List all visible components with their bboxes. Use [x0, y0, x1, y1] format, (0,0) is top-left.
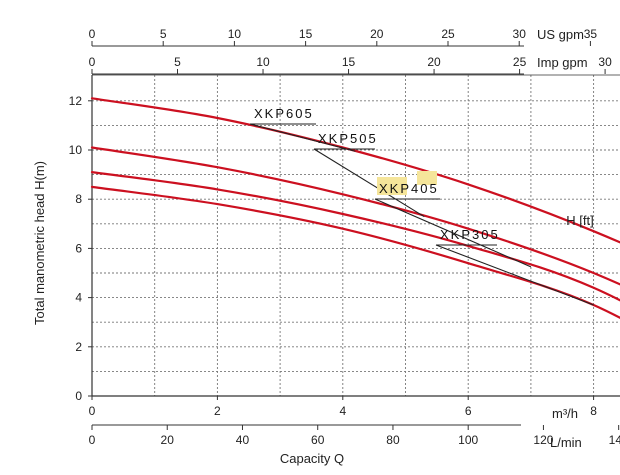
- callout-leader: [374, 198, 532, 268]
- y-tick-label: 0: [75, 389, 82, 403]
- curve-xkp605: [90, 97, 620, 244]
- series-label-xkp405: XKP405: [379, 181, 439, 196]
- y-tick-label: 12: [69, 94, 83, 108]
- x-tick-label: 2: [214, 404, 221, 418]
- x-tick-label: 6: [465, 404, 472, 418]
- y-axis-title-right: H [ft]: [566, 213, 593, 228]
- usgpm-tick-label: 20: [370, 27, 384, 41]
- curve-xkp505: [90, 146, 620, 286]
- curve-xkp405: [90, 171, 620, 302]
- series-callouts: XKP605 XKP505 XKP405 XKP305: [249, 106, 594, 306]
- y-tick-label: 6: [75, 241, 82, 255]
- y-tick-label: 2: [75, 340, 82, 354]
- usgpm-tick-label: 35: [584, 27, 598, 41]
- series-label-xkp505: XKP505: [318, 131, 378, 146]
- curve-xkp305: [90, 185, 620, 320]
- callout-leader: [313, 148, 425, 218]
- y-tick-label: 8: [75, 192, 82, 206]
- lmin-tick-label: 140: [609, 433, 620, 447]
- curves: [90, 97, 620, 320]
- series-label-xkp305: XKP305: [440, 227, 500, 242]
- callout-leader: [435, 244, 594, 306]
- x-tick-label: 4: [339, 404, 346, 418]
- y-tick-label: 10: [69, 143, 83, 157]
- tick-labels: 0246810121402468101205101520253035400204…: [69, 27, 620, 447]
- x-axis-title: Capacity Q: [280, 451, 344, 466]
- highlight-marker: [417, 171, 437, 185]
- impgpm-tick-label: 15: [342, 55, 356, 69]
- impgpm-tick-label: 30: [598, 55, 612, 69]
- unit-usgpm: US gpm: [537, 27, 584, 42]
- lmin-tick-label: 100: [458, 433, 478, 447]
- lmin-tick-label: 0: [89, 433, 96, 447]
- unit-impgpm: Imp gpm: [537, 55, 588, 70]
- impgpm-tick-label: 20: [427, 55, 441, 69]
- series-label-xkp605: XKP605: [254, 106, 314, 121]
- usgpm-tick-label: 25: [441, 27, 455, 41]
- usgpm-tick-label: 0: [89, 27, 96, 41]
- callout-leader: [249, 123, 356, 152]
- usgpm-tick-label: 5: [160, 27, 167, 41]
- lmin-tick-label: 80: [386, 433, 400, 447]
- unit-m3h: m³/h: [552, 406, 578, 421]
- grid: [92, 75, 620, 396]
- y-axis-title-left: Total manometric head H(m): [32, 161, 47, 325]
- x-tick-label: 0: [89, 404, 96, 418]
- lmin-tick-label: 120: [533, 433, 553, 447]
- impgpm-tick-label: 25: [513, 55, 527, 69]
- lmin-tick-label: 60: [311, 433, 325, 447]
- lmin-tick-label: 20: [161, 433, 175, 447]
- usgpm-tick-label: 15: [299, 27, 313, 41]
- lmin-tick-label: 40: [236, 433, 250, 447]
- x-tick-label: 8: [590, 404, 597, 418]
- impgpm-tick-label: 5: [174, 55, 181, 69]
- unit-lmin: L/min: [550, 435, 582, 450]
- highlight-marker: [377, 177, 407, 195]
- usgpm-tick-label: 30: [513, 27, 527, 41]
- axes: [91, 45, 620, 426]
- impgpm-tick-label: 0: [89, 55, 96, 69]
- impgpm-tick-label: 10: [256, 55, 270, 69]
- usgpm-tick-label: 10: [228, 27, 242, 41]
- y-tick-label: 4: [75, 291, 82, 305]
